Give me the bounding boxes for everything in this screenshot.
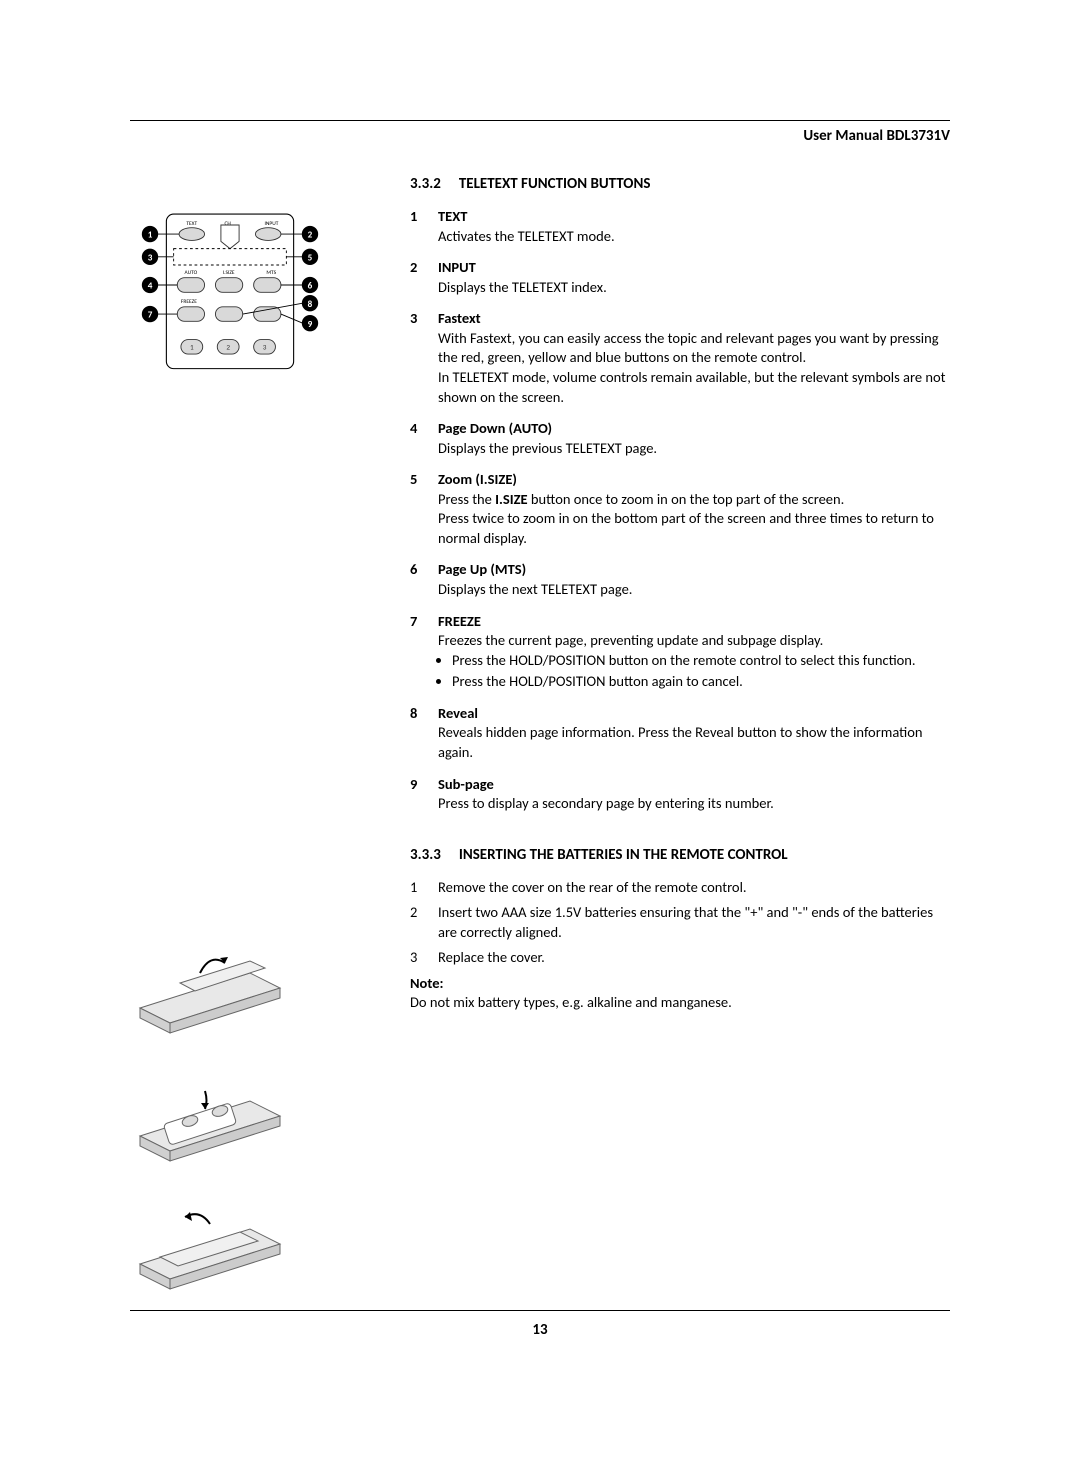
svg-text:2: 2: [308, 230, 313, 241]
page-footer: 13: [130, 1310, 950, 1339]
item-body: Press the I.SIZE button once to zoom in …: [410, 490, 950, 549]
step-text: Remove the cover on the rear of the remo…: [438, 878, 747, 898]
item-body: With Fastext, you can easily access the …: [410, 329, 950, 407]
svg-text:3: 3: [263, 343, 267, 352]
right-column: 3.3.2 TELETEXT FUNCTION BUTTONS 1 TEXT A…: [390, 175, 950, 1307]
function-item: 3 Fastext With Fastext, you can easily a…: [410, 309, 950, 407]
svg-text:6: 6: [308, 281, 313, 292]
svg-text:1: 1: [190, 343, 194, 352]
step-text: Replace the cover.: [438, 948, 545, 968]
step-item: 1 Remove the cover on the rear of the rem…: [410, 878, 950, 898]
item-number: 8: [410, 704, 424, 724]
function-item: 7 FREEZE Freezes the current page, preve…: [410, 612, 950, 692]
battery-step-1: [130, 923, 290, 1038]
item-title: TEXT: [438, 207, 467, 227]
header-rule: [130, 120, 950, 121]
section-num: 3.3.3: [410, 846, 441, 864]
item-title: Page Down (AUTO): [438, 419, 552, 439]
item-title: Sub-page: [438, 775, 494, 795]
item-body: Displays the next TELETEXT page.: [410, 580, 950, 600]
section-332-title: 3.3.2 TELETEXT FUNCTION BUTTONS: [410, 175, 950, 193]
item-title: FREEZE: [438, 612, 481, 632]
note-text: Do not mix battery types, e.g. alkaline …: [410, 993, 950, 1013]
item-number: 7: [410, 612, 424, 632]
item-title: Zoom (I.SIZE): [438, 470, 517, 490]
svg-text:9: 9: [308, 319, 313, 330]
label-auto: AUTO: [185, 270, 198, 276]
label-freeze: FREEZE: [181, 299, 197, 305]
function-item: 5 Zoom (I.SIZE) Press the I.SIZE button …: [410, 470, 950, 548]
item-title: Page Up (MTS): [438, 560, 526, 580]
content-row: TEXT CH INPUT AUTO I.SIZE MTS FREEZE: [130, 175, 950, 1307]
remote-diagram: TEXT CH INPUT AUTO I.SIZE MTS FREEZE: [130, 205, 330, 378]
step-number: 1: [410, 878, 424, 898]
steps-list: 1 Remove the cover on the rear of the rem…: [410, 878, 950, 968]
section-text: INSERTING THE BATTERIES IN THE REMOTE CO…: [459, 846, 788, 864]
svg-text:2: 2: [226, 343, 230, 352]
battery-step-2: [130, 1051, 290, 1166]
item-body: Freezes the current page, preventing upd…: [410, 631, 950, 692]
left-column: TEXT CH INPUT AUTO I.SIZE MTS FREEZE: [130, 175, 390, 1307]
battery-step-3: [130, 1179, 290, 1294]
item-body: Activates the TELETEXT mode.: [410, 227, 950, 247]
item-number: 2: [410, 258, 424, 278]
item-body: Displays the previous TELETEXT page.: [410, 439, 950, 459]
bullet-item: Press the HOLD/POSITION button on the re…: [452, 651, 950, 671]
item-title: Reveal: [438, 704, 478, 724]
item-number: 1: [410, 207, 424, 227]
label-isize: I.SIZE: [223, 270, 235, 276]
manual-title: User Manual BDL3731V: [130, 127, 950, 145]
items-list: 1 TEXT Activates the TELETEXT mode. 2 IN…: [410, 207, 950, 814]
item-body: Press to display a secondary page by ent…: [410, 794, 950, 814]
section-333-title: 3.3.3 INSERTING THE BATTERIES IN THE REM…: [410, 846, 950, 864]
step-number: 2: [410, 903, 424, 942]
item-number: 5: [410, 470, 424, 490]
section-text: TELETEXT FUNCTION BUTTONS: [459, 175, 651, 193]
item-body: Displays the TELETEXT index.: [410, 278, 950, 298]
svg-text:3: 3: [148, 252, 153, 263]
step-number: 3: [410, 948, 424, 968]
step-text: Insert two AAA size 1.5V batteries ensur…: [438, 903, 950, 942]
svg-text:8: 8: [308, 299, 313, 310]
footer-rule: [130, 1310, 950, 1311]
function-item: 4 Page Down (AUTO) Displays the previous…: [410, 419, 950, 458]
step-item: 2 Insert two AAA size 1.5V batteries ensu…: [410, 903, 950, 942]
item-title: Fastext: [438, 309, 481, 329]
note-label: Note:: [410, 974, 950, 994]
function-item: 6 Page Up (MTS) Displays the next TELETE…: [410, 560, 950, 599]
svg-text:5: 5: [308, 252, 313, 263]
battery-illustrations: [130, 923, 390, 1307]
svg-text:1: 1: [148, 230, 153, 241]
step-item: 3 Replace the cover.: [410, 948, 950, 968]
item-title: INPUT: [438, 258, 476, 278]
function-item: 9 Sub-page Press to display a secondary …: [410, 775, 950, 814]
section-num: 3.3.2: [410, 175, 441, 193]
label-input: INPUT: [265, 221, 279, 227]
label-text: TEXT: [186, 221, 197, 227]
function-item: 1 TEXT Activates the TELETEXT mode.: [410, 207, 950, 246]
item-body: Reveals hidden page information. Press t…: [410, 723, 950, 762]
page-number: 13: [130, 1321, 950, 1339]
item-number: 3: [410, 309, 424, 329]
item-number: 4: [410, 419, 424, 439]
item-number: 9: [410, 775, 424, 795]
bullet-item: Press the HOLD/POSITION button again to …: [452, 672, 950, 692]
svg-text:7: 7: [148, 310, 153, 321]
page-content: User Manual BDL3731V TEXT CH INPUT AUTO …: [130, 120, 950, 1307]
item-number: 6: [410, 560, 424, 580]
note-block: Note: Do not mix battery types, e.g. alk…: [410, 974, 950, 1013]
function-item: 8 Reveal Reveals hidden page information…: [410, 704, 950, 763]
label-mts: MTS: [266, 270, 276, 276]
function-item: 2 INPUT Displays the TELETEXT index.: [410, 258, 950, 297]
svg-text:4: 4: [148, 281, 153, 292]
